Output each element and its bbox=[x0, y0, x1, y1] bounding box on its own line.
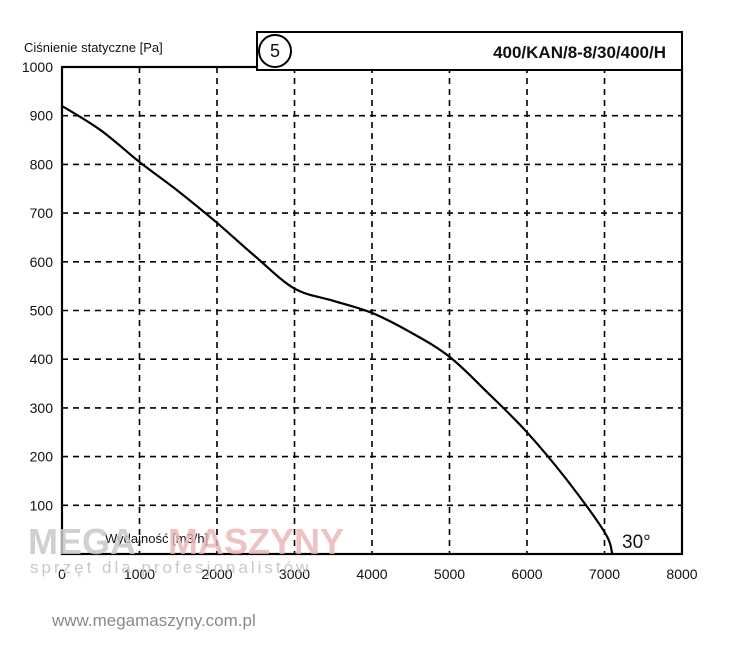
y-tick-labels: 1000 900 800 700 600 500 400 300 200 100 bbox=[22, 59, 53, 513]
watermark-brand-right: MASZYNY bbox=[168, 521, 344, 562]
x-tick-label: 7000 bbox=[589, 566, 620, 582]
y-tick-label: 500 bbox=[30, 303, 54, 319]
y-tick-label: 100 bbox=[30, 497, 54, 513]
x-tick-label: 8000 bbox=[666, 566, 697, 582]
curve-number-circle bbox=[258, 34, 292, 68]
x-tick-label: 6000 bbox=[511, 566, 542, 582]
y-axis-label: Ciśnienie statyczne [Pa] bbox=[24, 40, 163, 55]
y-tick-label: 700 bbox=[30, 205, 54, 221]
y-tick-label: 800 bbox=[30, 156, 54, 172]
y-tick-label: 300 bbox=[30, 400, 54, 416]
model-label-box bbox=[256, 31, 683, 71]
watermark-tagline: sprzęt dla profesjonalistów bbox=[30, 558, 311, 577]
blade-angle-label: 30° bbox=[622, 532, 651, 553]
series-line bbox=[61, 105, 614, 555]
y-tick-label: 200 bbox=[30, 449, 54, 465]
watermark-url: www.megamaszyny.com.pl bbox=[51, 611, 256, 630]
y-tick-label: 900 bbox=[30, 108, 54, 124]
x-tick-label: 3000 bbox=[279, 566, 310, 582]
x-tick-label: 2000 bbox=[201, 566, 232, 582]
watermark-brand-left: MEGA bbox=[28, 521, 136, 562]
y-tick-label: 400 bbox=[30, 351, 54, 367]
model-label: 400/KAN/8-8/30/400/H bbox=[493, 43, 666, 62]
x-axis-label: Wydajność [m3/h] bbox=[105, 531, 208, 546]
x-tick-labels: 0 1000 2000 3000 4000 5000 6000 7000 8000 bbox=[58, 566, 698, 582]
x-tick-label: 1000 bbox=[124, 566, 155, 582]
x-tick-label: 0 bbox=[58, 566, 66, 582]
x-tick-label: 4000 bbox=[356, 566, 387, 582]
curve-number: 5 bbox=[270, 41, 280, 61]
y-tick-label: 1000 bbox=[22, 59, 53, 75]
x-tick-label: 5000 bbox=[434, 566, 465, 582]
grid bbox=[62, 67, 682, 554]
y-tick-label: 600 bbox=[30, 254, 54, 270]
